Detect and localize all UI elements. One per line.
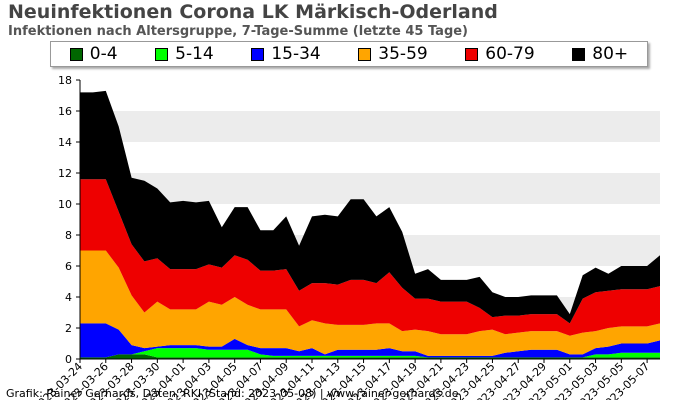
area-series-60-79: [80, 179, 660, 336]
area-series-15-34: [80, 323, 660, 358]
y-tick-label: 6: [65, 260, 72, 273]
legend-item-0-4: 0-4: [69, 44, 118, 64]
y-tick-label: 14: [58, 136, 72, 149]
legend-item-80+: 80+: [572, 44, 628, 64]
chart-subtitle: Infektionen nach Altersgruppe, 7-Tage-Su…: [8, 24, 469, 39]
legend-item-60-79: 60-79: [465, 44, 535, 64]
y-tick-label: 10: [58, 198, 72, 211]
legend-swatch: [358, 47, 372, 61]
legend-swatch: [251, 47, 265, 61]
y-tick-label: 2: [65, 322, 72, 335]
grid-band: [80, 173, 660, 204]
legend-label: 80+: [592, 44, 629, 64]
y-tick-label: 0: [65, 353, 72, 366]
legend-swatch: [69, 47, 83, 61]
area-series-80+: [80, 90, 660, 324]
chart-title: Neuinfektionen Corona LK Märkisch-Oderla…: [8, 1, 498, 23]
legend-swatch: [155, 47, 169, 61]
grid-band: [80, 111, 660, 142]
legend-item-5-14: 5-14: [155, 44, 214, 64]
legend-label: 35-59: [378, 44, 428, 64]
legend-label: 60-79: [485, 44, 535, 64]
legend-swatch: [465, 47, 479, 61]
area-series-35-59: [80, 250, 660, 356]
legend-label: 15-34: [271, 44, 321, 64]
y-tick-label: 18: [58, 74, 72, 87]
area-series-0-4: [80, 354, 660, 359]
legend-label: 5-14: [175, 44, 214, 64]
chart-legend: 0-4 5-14 15-34 35-59 60-79 80+: [50, 41, 648, 67]
y-tick-label: 16: [58, 105, 72, 118]
legend-item-35-59: 35-59: [358, 44, 428, 64]
legend-item-15-34: 15-34: [251, 44, 321, 64]
y-tick-label: 12: [58, 167, 72, 180]
y-tick-label: 4: [65, 291, 72, 304]
chart-credit: Grafik: Rainer Gerhards, Daten: RKI (Sta…: [6, 387, 459, 400]
y-tick-label: 8: [65, 229, 72, 242]
legend-swatch: [572, 47, 586, 61]
legend-label: 0-4: [89, 44, 118, 64]
area-series-5-14: [80, 348, 660, 358]
